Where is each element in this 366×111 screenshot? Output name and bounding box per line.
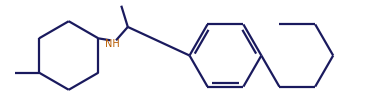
Text: NH: NH	[105, 39, 120, 49]
